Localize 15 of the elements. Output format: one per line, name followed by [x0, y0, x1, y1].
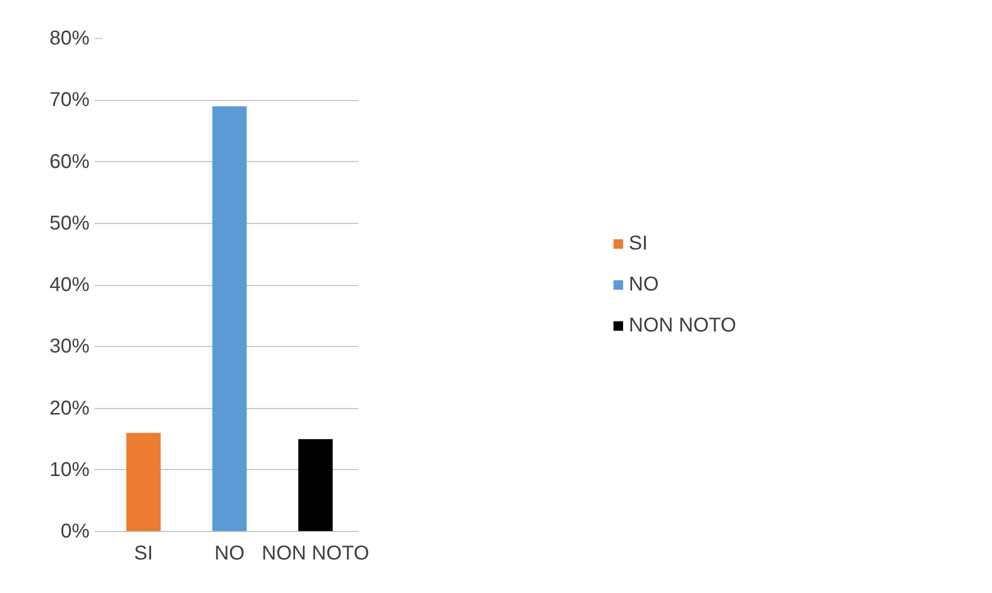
y-tick-label: 10%: [49, 458, 90, 481]
legend-label: NO: [628, 273, 659, 296]
x-tick-label: NON NOTO: [262, 542, 370, 564]
legend-label: NON NOTO: [628, 314, 736, 337]
y-tick-label: 20%: [49, 397, 90, 420]
x-tick-label: NO: [214, 542, 244, 564]
x-tick-label: SI: [134, 542, 153, 564]
y-tick-label: 80%: [49, 28, 90, 50]
y-tick-label: 70%: [49, 89, 90, 112]
y-tick-label: 40%: [49, 274, 90, 296]
legend-label: SI: [628, 232, 649, 255]
y-tick-label: 0%: [60, 520, 90, 542]
y-tick-label: 50%: [49, 212, 90, 234]
y-tick-label: 60%: [49, 150, 90, 173]
y-tick-label: 30%: [49, 336, 90, 358]
